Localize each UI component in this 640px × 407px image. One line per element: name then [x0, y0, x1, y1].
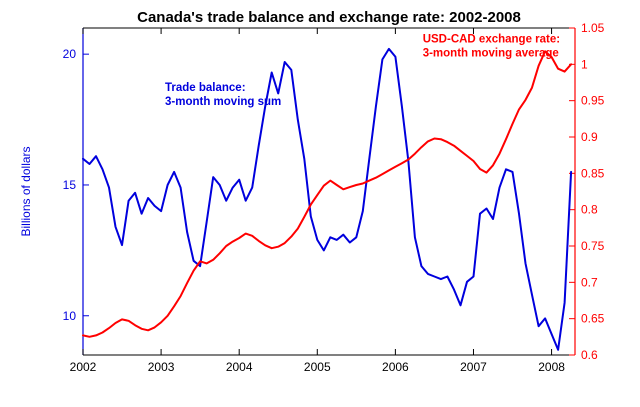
annotation-line: USD-CAD exchange rate: [423, 33, 560, 45]
right-tick-label: 0.85 [581, 166, 605, 180]
exchange-rate-line [82, 50, 573, 338]
right-tick-label: 0.75 [581, 239, 605, 253]
left-tick-label: 10 [63, 309, 77, 323]
right-tick-label: 0.65 [581, 312, 605, 326]
trade-balance-line [82, 47, 573, 351]
right-tick-label: 0.8 [581, 203, 598, 217]
right-tick-label: 0.95 [581, 94, 605, 108]
plot-box [82, 27, 576, 356]
x-tick-label: 2007 [460, 360, 487, 374]
right-tick-label: 0.7 [581, 275, 598, 289]
x-tick-label: 2005 [304, 360, 331, 374]
annotation-exchange-rate-label: USD-CAD exchange rate: 3-month moving ave… [423, 33, 560, 59]
x-tick-label: 2006 [382, 360, 409, 374]
left-axis-title: Billions of dollars [19, 146, 33, 236]
right-tick-label: 0.9 [581, 130, 598, 144]
annotation-line: Trade balance: [165, 82, 246, 94]
x-tick-label: 2003 [148, 360, 175, 374]
x-tick-label: 2008 [538, 360, 565, 374]
x-axis: 2002 2003 2004 2005 2006 2007 2008 [70, 28, 565, 374]
annotation-line: 3-month moving sum [165, 96, 281, 108]
right-tick-label: 1.05 [581, 21, 605, 35]
chart-title: Canada's trade balance and exchange rate… [137, 9, 521, 26]
right-axis: 0.6 0.65 0.7 0.75 0.8 0.85 0.9 0.95 1 1.05 [569, 21, 605, 362]
left-axis: 10 15 20 Billions of dollars [19, 47, 89, 323]
left-tick-label: 15 [63, 178, 77, 192]
right-tick-label: 1 [581, 57, 588, 71]
annotation-trade-balance-label: Trade balance: 3-month moving sum [165, 82, 281, 108]
x-tick-label: 2004 [226, 360, 253, 374]
annotation-line: 3-month moving average [423, 47, 559, 59]
x-tick-label: 2002 [70, 360, 97, 374]
left-tick-label: 20 [63, 47, 77, 61]
right-tick-label: 0.6 [581, 348, 598, 362]
